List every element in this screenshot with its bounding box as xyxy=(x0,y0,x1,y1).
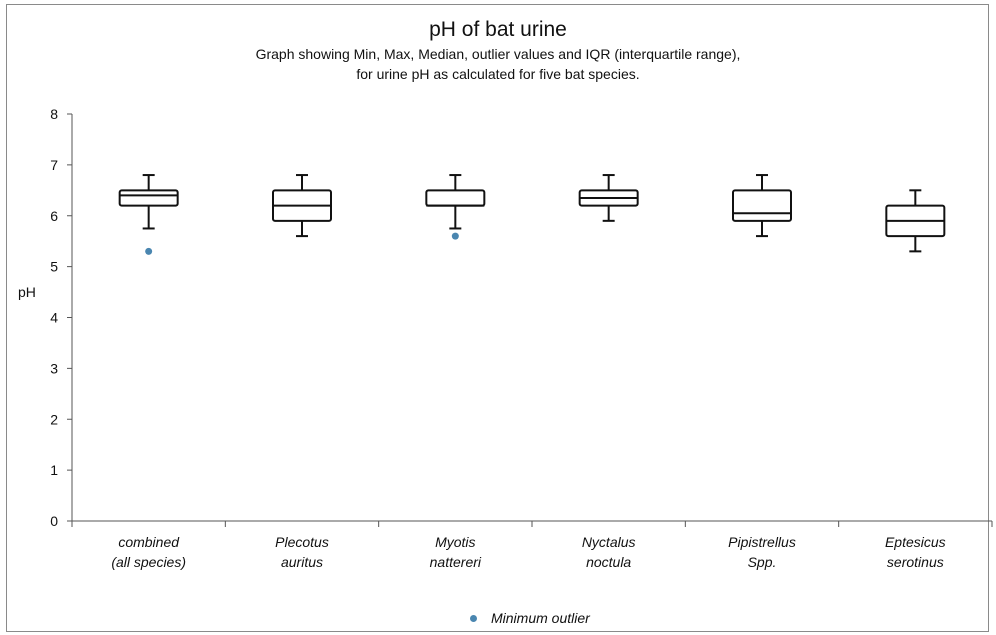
y-tick-label: 4 xyxy=(50,310,58,326)
x-category-label: serotinus xyxy=(887,554,944,570)
x-category-label: Plecotus xyxy=(275,534,329,550)
y-axis-label: pH xyxy=(18,284,36,300)
x-category-label: combined xyxy=(118,534,180,550)
iqr-box xyxy=(425,189,486,207)
x-category-label: Nyctalus xyxy=(582,534,636,550)
outlier-point xyxy=(451,232,459,240)
legend-outlier-marker xyxy=(470,614,477,622)
y-tick-label: 8 xyxy=(50,106,58,122)
x-category-label: noctula xyxy=(586,554,631,570)
y-tick-label: 2 xyxy=(50,411,58,427)
y-tick-label: 7 xyxy=(50,157,58,173)
legend: Minimum outlier xyxy=(470,610,590,626)
x-category-label: nattereri xyxy=(430,554,482,570)
y-tick-label: 3 xyxy=(50,360,58,376)
chart-frame xyxy=(6,4,989,632)
y-tick-label: 1 xyxy=(50,462,58,478)
x-category-label: auritus xyxy=(281,554,323,570)
subtitle-line-1: Graph showing Min, Max, Median, outlier … xyxy=(255,46,741,62)
y-tick-label: 0 xyxy=(50,513,58,529)
x-category-label: Eptesicus xyxy=(885,534,946,550)
y-tick-label: 6 xyxy=(50,208,58,224)
chart-title: pH of bat urine xyxy=(429,18,567,41)
y-tick-label: 5 xyxy=(50,259,58,275)
x-category-label: (all species) xyxy=(111,554,186,570)
legend-label: Minimum outlier xyxy=(491,610,590,626)
iqr-box xyxy=(732,189,792,222)
chart-subtitle: Graph showing Min, Max, Median, outlier … xyxy=(0,44,996,84)
outlier-point xyxy=(145,247,153,255)
x-category-label: Myotis xyxy=(435,534,475,550)
iqr-box xyxy=(118,189,179,207)
x-category-label: Spp. xyxy=(748,554,777,570)
subtitle-line-2: for urine pH as calculated for five bat … xyxy=(356,66,640,82)
x-category-label: Pipistrellus xyxy=(728,534,796,550)
